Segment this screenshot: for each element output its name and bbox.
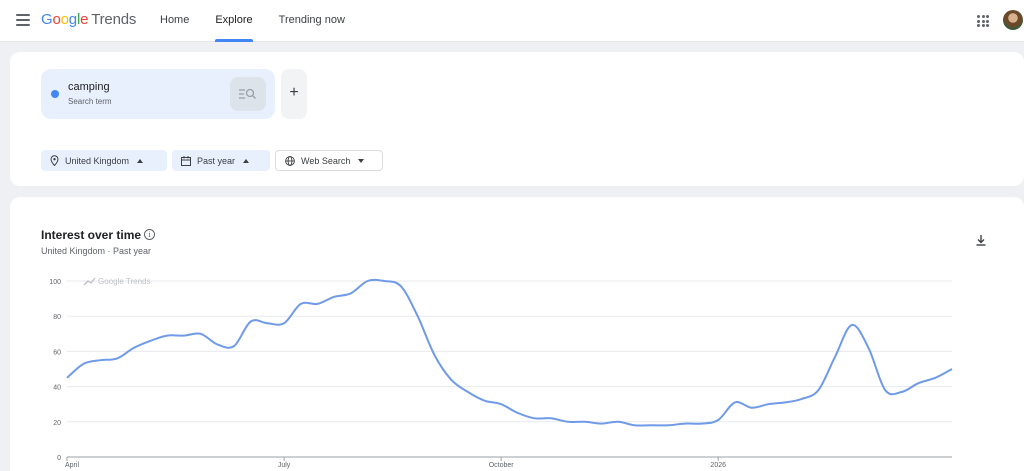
search-term-name: camping: [68, 81, 110, 93]
list-search-icon: [239, 88, 256, 99]
download-icon[interactable]: [975, 234, 987, 246]
refine-search-button[interactable]: [230, 77, 266, 111]
caret-up-icon: [137, 158, 144, 163]
search-panel: camping Search term + United Kingdom: [10, 52, 1024, 186]
logo-letter: l: [76, 11, 81, 28]
region-filter-label: United Kingdom: [65, 155, 130, 166]
top-bar: Google Trends Home Explore Trending now: [0, 0, 1024, 42]
logo-product-text: Trends: [91, 11, 137, 28]
nav-explore[interactable]: Explore: [215, 0, 253, 42]
search-term-type: Search term: [68, 97, 112, 106]
y-tick-label: 20: [53, 420, 61, 427]
apps-grid-icon[interactable]: [977, 15, 989, 27]
location-pin-icon: [50, 155, 59, 166]
logo-letter: G: [41, 11, 53, 28]
logo-letter: o: [60, 11, 69, 28]
menu-icon[interactable]: [16, 14, 30, 26]
logo-letter: g: [68, 11, 77, 28]
x-tick-label: April: [65, 462, 79, 469]
search-term-chip[interactable]: camping Search term: [41, 69, 275, 119]
globe-icon: [285, 155, 295, 166]
account-avatar[interactable]: [1003, 10, 1023, 30]
logo-letter: e: [80, 11, 89, 28]
search-property-filter[interactable]: Web Search: [275, 150, 383, 171]
logo-letter: o: [52, 11, 61, 28]
main-nav: Home Explore Trending now: [160, 0, 371, 42]
y-tick-label: 100: [49, 279, 61, 286]
x-tick-label: 2026: [710, 462, 726, 469]
caret-down-icon: [358, 158, 365, 163]
x-tick-label: October: [489, 462, 515, 469]
calendar-icon: [181, 155, 191, 166]
y-tick-label: 40: [53, 385, 61, 392]
chart-subtitle: United Kingdom · Past year: [41, 246, 152, 256]
trends-watermark-icon: [83, 277, 96, 286]
trends-watermark: Google Trends: [98, 277, 150, 286]
nav-home[interactable]: Home: [160, 14, 190, 26]
y-tick-label: 80: [53, 314, 61, 321]
series-line-camping: [66, 278, 953, 427]
logo-google-text: Google: [41, 11, 88, 28]
add-comparison-button[interactable]: +: [281, 69, 307, 119]
info-icon[interactable]: i: [144, 229, 155, 240]
y-tick-label: 60: [53, 349, 61, 356]
y-tick-label: 0: [57, 455, 61, 462]
region-filter[interactable]: United Kingdom: [41, 150, 167, 171]
search-property-filter-label: Web Search: [301, 155, 351, 166]
nav-trending-now[interactable]: Trending now: [278, 14, 345, 26]
caret-up-icon: [243, 158, 250, 163]
interest-over-time-panel: Interest over time i United Kingdom · Pa…: [10, 197, 1024, 471]
google-trends-logo[interactable]: Google Trends: [41, 11, 136, 28]
term-color-dot: [51, 90, 59, 98]
time-range-filter[interactable]: Past year: [172, 150, 270, 171]
chart-title: Interest over time: [41, 228, 142, 242]
time-range-filter-label: Past year: [197, 155, 236, 166]
x-tick-label: July: [278, 462, 291, 469]
